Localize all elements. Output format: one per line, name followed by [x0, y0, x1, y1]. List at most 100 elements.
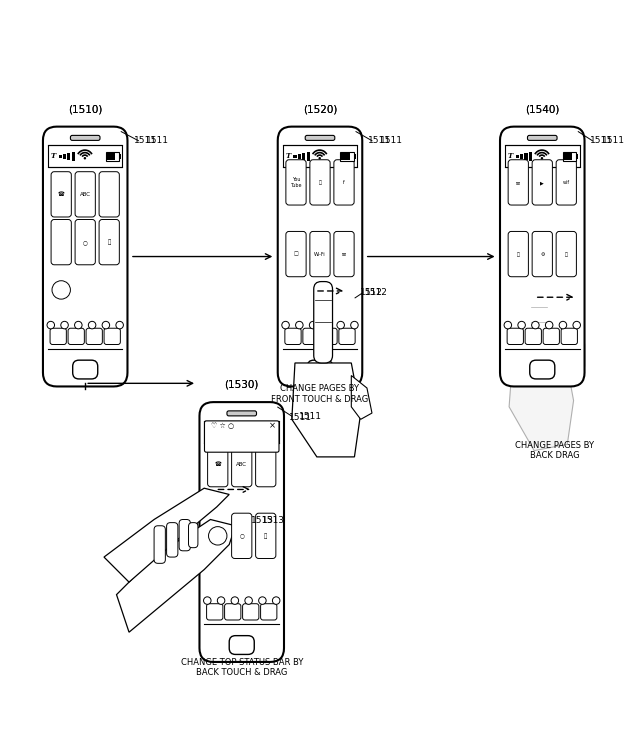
Text: Wi-Fi: Wi-Fi [314, 252, 326, 257]
FancyBboxPatch shape [75, 219, 95, 265]
Bar [119, 154, 121, 158]
Text: ○: ○ [83, 240, 88, 245]
Bar [228, 427, 232, 436]
Text: ✉: ✉ [342, 252, 346, 257]
Bar [298, 154, 301, 159]
FancyBboxPatch shape [286, 160, 306, 205]
Text: 🎤: 🎤 [264, 533, 268, 538]
Bar [215, 430, 218, 433]
Circle shape [532, 321, 539, 329]
Text: 1513: 1513 [251, 516, 274, 525]
FancyBboxPatch shape [508, 160, 529, 205]
FancyBboxPatch shape [51, 172, 71, 217]
Circle shape [84, 157, 86, 159]
FancyBboxPatch shape [207, 604, 223, 620]
Circle shape [231, 597, 239, 605]
Text: (1510): (1510) [68, 104, 102, 114]
FancyBboxPatch shape [99, 219, 119, 265]
Bar [205, 421, 279, 443]
FancyBboxPatch shape [310, 231, 330, 276]
FancyBboxPatch shape [314, 282, 333, 363]
Polygon shape [509, 357, 573, 451]
FancyBboxPatch shape [229, 635, 254, 654]
Text: CHANGE TOP STATUS BAR BY
BACK TOUCH & DRAG: CHANGE TOP STATUS BAR BY BACK TOUCH & DR… [180, 658, 303, 677]
Text: (1530): (1530) [225, 379, 259, 390]
Circle shape [273, 597, 280, 605]
Circle shape [52, 281, 70, 299]
Polygon shape [116, 520, 236, 632]
Polygon shape [292, 363, 361, 457]
Text: 1511: 1511 [590, 136, 613, 145]
FancyBboxPatch shape [500, 127, 584, 387]
FancyBboxPatch shape [166, 523, 178, 557]
Text: (1520): (1520) [303, 104, 337, 114]
Circle shape [102, 321, 109, 329]
FancyBboxPatch shape [51, 219, 71, 265]
Circle shape [573, 321, 580, 329]
FancyBboxPatch shape [200, 402, 284, 662]
FancyBboxPatch shape [307, 360, 333, 379]
Text: 🎥: 🎥 [319, 180, 321, 185]
FancyBboxPatch shape [50, 328, 67, 345]
Bar [63, 154, 66, 159]
FancyBboxPatch shape [564, 332, 573, 369]
Text: 1512: 1512 [360, 288, 383, 297]
FancyBboxPatch shape [227, 411, 257, 416]
FancyBboxPatch shape [543, 328, 559, 345]
FancyBboxPatch shape [575, 341, 585, 369]
FancyBboxPatch shape [278, 127, 362, 387]
Bar [302, 153, 305, 160]
Circle shape [88, 321, 96, 329]
Text: You
Tube: You Tube [291, 177, 301, 188]
Text: 1511: 1511 [134, 136, 157, 145]
FancyBboxPatch shape [556, 160, 577, 205]
Text: (1540): (1540) [525, 104, 559, 114]
FancyBboxPatch shape [205, 421, 279, 452]
Text: 🎤: 🎤 [108, 240, 111, 245]
Circle shape [504, 321, 511, 329]
FancyBboxPatch shape [104, 328, 120, 345]
Text: 1511: 1511 [368, 136, 391, 145]
Bar [224, 428, 227, 436]
Text: ABC: ABC [80, 192, 91, 197]
Circle shape [61, 321, 68, 329]
Bar [341, 152, 350, 160]
FancyBboxPatch shape [532, 160, 552, 205]
FancyBboxPatch shape [507, 328, 524, 345]
FancyBboxPatch shape [334, 231, 354, 276]
Text: 1511: 1511 [602, 136, 625, 145]
Bar [262, 427, 276, 436]
Text: □: □ [294, 252, 298, 257]
FancyBboxPatch shape [43, 127, 127, 387]
Text: T: T [207, 428, 213, 436]
Circle shape [245, 597, 252, 605]
FancyBboxPatch shape [86, 328, 102, 345]
Text: 1512: 1512 [365, 288, 388, 297]
Text: (1520): (1520) [303, 104, 337, 114]
Circle shape [204, 597, 211, 605]
FancyBboxPatch shape [561, 328, 577, 345]
Circle shape [47, 321, 54, 329]
FancyBboxPatch shape [73, 360, 98, 379]
Circle shape [541, 157, 543, 159]
FancyBboxPatch shape [232, 442, 252, 487]
FancyBboxPatch shape [232, 513, 252, 559]
Circle shape [259, 597, 266, 605]
Text: ○: ○ [239, 533, 244, 538]
FancyBboxPatch shape [305, 135, 335, 140]
Bar [340, 152, 354, 161]
FancyBboxPatch shape [508, 231, 529, 276]
Text: 1511: 1511 [380, 136, 403, 145]
FancyBboxPatch shape [68, 328, 84, 345]
Text: 🔍: 🔍 [565, 252, 568, 257]
Text: 1511: 1511 [146, 136, 169, 145]
FancyBboxPatch shape [286, 231, 306, 276]
FancyBboxPatch shape [530, 288, 548, 357]
Text: 1511: 1511 [299, 412, 322, 421]
FancyBboxPatch shape [525, 328, 541, 345]
Bar [59, 155, 61, 158]
Text: ☎: ☎ [214, 462, 221, 466]
Bar [262, 428, 271, 436]
Text: ♡ ☆ ○: ♡ ☆ ○ [211, 423, 234, 429]
FancyBboxPatch shape [570, 335, 580, 369]
